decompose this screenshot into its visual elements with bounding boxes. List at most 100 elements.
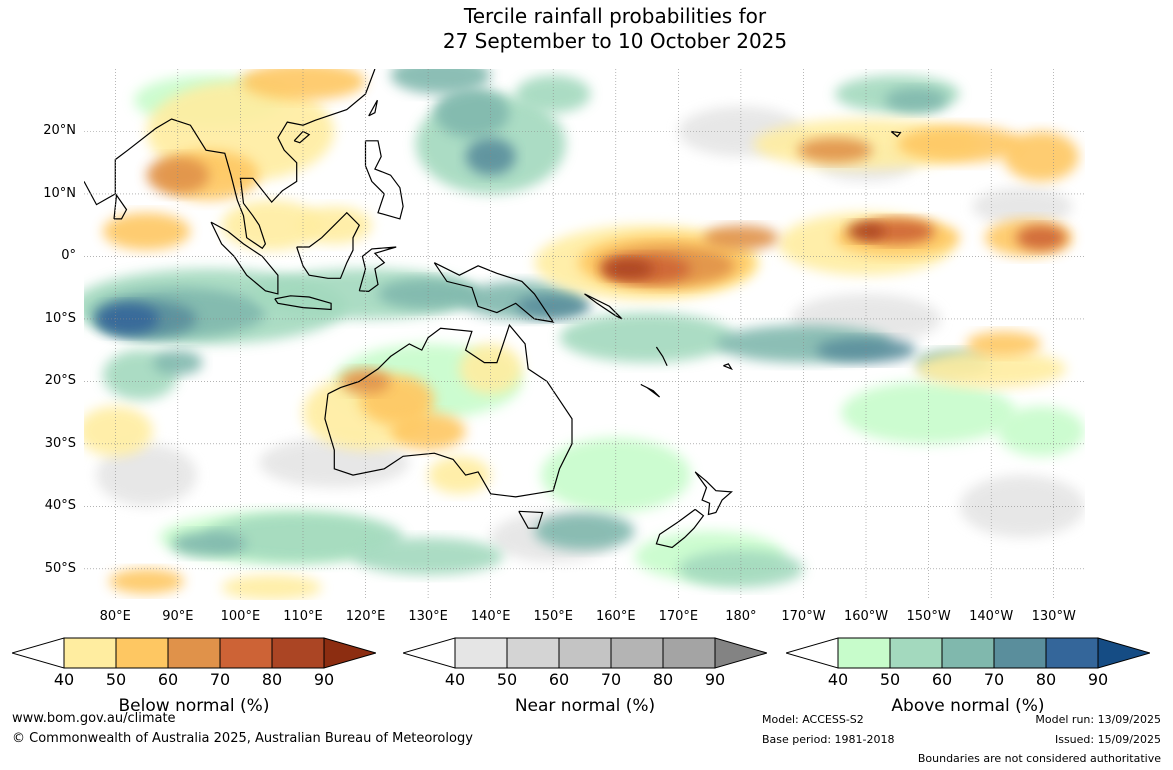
- longitude-label: 150°W: [906, 609, 951, 624]
- colorbar: [786, 637, 1150, 669]
- probability-patch: [171, 531, 247, 557]
- colorbar-high-end: [714, 637, 767, 669]
- probability-patch: [815, 337, 917, 363]
- probability-patch: [540, 437, 691, 513]
- colorbar-tick-label: 50: [879, 670, 901, 689]
- colorbar-tick-label: 50: [105, 670, 127, 689]
- colorbar-segment: [115, 637, 169, 669]
- coastline: [655, 508, 705, 549]
- latitude-label: 20°S: [44, 373, 76, 389]
- colorbar-tick-label: 80: [1035, 670, 1057, 689]
- latitude-label: 40°S: [44, 498, 76, 514]
- coastline: [640, 383, 661, 398]
- probability-patch: [678, 550, 804, 588]
- colorbar-tick-label: 80: [652, 670, 674, 689]
- probability-patch: [102, 212, 191, 251]
- colorbar-segment: [63, 637, 117, 669]
- model-name: Model: ACCESS-S2: [762, 713, 864, 726]
- probability-patch: [390, 69, 491, 94]
- probability-patch: [997, 406, 1085, 457]
- colorbar-segment: [941, 637, 995, 669]
- coastline: [723, 363, 733, 371]
- coastline: [293, 130, 311, 144]
- latitude-label: 50°S: [44, 560, 76, 576]
- coastline: [210, 221, 279, 295]
- copyright-text: © Commonwealth of Australia 2025, Austra…: [12, 731, 473, 746]
- colorbar-tick-label: 40: [444, 670, 466, 689]
- colorbar-segment: [610, 637, 664, 669]
- colorbar-tick-label: 50: [496, 670, 518, 689]
- probability-patch: [841, 381, 1017, 444]
- probability-patch: [353, 537, 504, 575]
- longitude-label: 170°W: [781, 609, 826, 624]
- model-run-date: Model run: 13/09/2025: [1035, 713, 1161, 726]
- probability-patch: [884, 87, 948, 113]
- longitude-label: 150°E: [533, 609, 573, 624]
- colorbar-segment: [167, 637, 221, 669]
- longitude-label: 160°W: [843, 609, 889, 624]
- title-line-2: 27 September to 10 October 2025: [442, 29, 788, 53]
- colorbar-tick-label: 80: [261, 670, 283, 689]
- colorbar-tick-label: 90: [704, 670, 726, 689]
- probability-patch: [152, 350, 203, 376]
- latitude-label: 10°N: [43, 185, 76, 201]
- coastline: [324, 323, 573, 498]
- probability-patch: [972, 187, 1073, 226]
- coastline: [358, 246, 397, 293]
- colorbar-tick-label: 40: [53, 670, 75, 689]
- probability-patch: [603, 258, 654, 279]
- graticule: [84, 69, 1085, 600]
- colorbar: [12, 637, 376, 669]
- coastline: [113, 193, 128, 220]
- colorbar-segment: [558, 637, 612, 669]
- colorbar-low-end: [12, 637, 65, 669]
- rainfall-probability-map: [84, 69, 1085, 600]
- colorbar-tick-label: 70: [209, 670, 231, 689]
- colorbar-tick-label: 60: [157, 670, 179, 689]
- latitude-label: 10°S: [44, 310, 76, 326]
- longitude-label: 110°E: [283, 609, 323, 624]
- probability-shading: [84, 69, 1085, 600]
- colorbar-segment: [889, 637, 943, 669]
- colorbar-low-end: [786, 637, 839, 669]
- probability-patch: [378, 278, 479, 310]
- latitude-label: 0°: [61, 248, 76, 264]
- colorbar-low-end: [403, 637, 456, 669]
- colorbar-tick-label: 70: [983, 670, 1005, 689]
- longitude-label: 140°W: [969, 609, 1014, 624]
- colorbar-title: Near normal (%): [514, 696, 656, 716]
- coastline: [296, 211, 361, 279]
- probability-patch: [434, 87, 510, 138]
- colorbar: [403, 637, 767, 669]
- coastline: [518, 510, 544, 529]
- probability-patch: [390, 412, 466, 450]
- colorbar-tick-label: 90: [313, 670, 335, 689]
- probability-patch: [221, 575, 322, 600]
- colorbar-title: Above normal (%): [891, 696, 1045, 716]
- colorbar-segment: [506, 637, 560, 669]
- base-period: Base period: 1981-2018: [762, 733, 895, 746]
- probability-patch: [96, 303, 160, 335]
- colorbar-segment: [454, 637, 508, 669]
- probability-patch: [1016, 225, 1067, 251]
- colorbar-tick-label: 60: [548, 670, 570, 689]
- probability-patch: [916, 350, 1067, 388]
- longitude-label: 120°E: [345, 609, 386, 624]
- colorbar-segment: [1045, 637, 1099, 669]
- longitude-label: 170°E: [658, 609, 699, 624]
- longitude-label: 100°E: [220, 609, 261, 624]
- longitude-label: 130°W: [1031, 609, 1076, 624]
- probability-patch: [966, 331, 1042, 357]
- probability-patch: [109, 568, 185, 594]
- coastline: [274, 295, 332, 311]
- colorbar-tick-label: 40: [827, 670, 849, 689]
- coastline: [890, 130, 902, 138]
- coastlines: [84, 69, 902, 549]
- website-link[interactable]: www.bom.gov.au/climate: [12, 711, 176, 726]
- colorbar-segment: [219, 637, 273, 669]
- boundary-disclaimer: Boundaries are not considered authoritat…: [917, 752, 1161, 765]
- probability-patch: [146, 156, 210, 194]
- colorbar-segment: [662, 637, 716, 669]
- colorbar-segment: [271, 637, 325, 669]
- colorbar-high-end: [323, 637, 376, 669]
